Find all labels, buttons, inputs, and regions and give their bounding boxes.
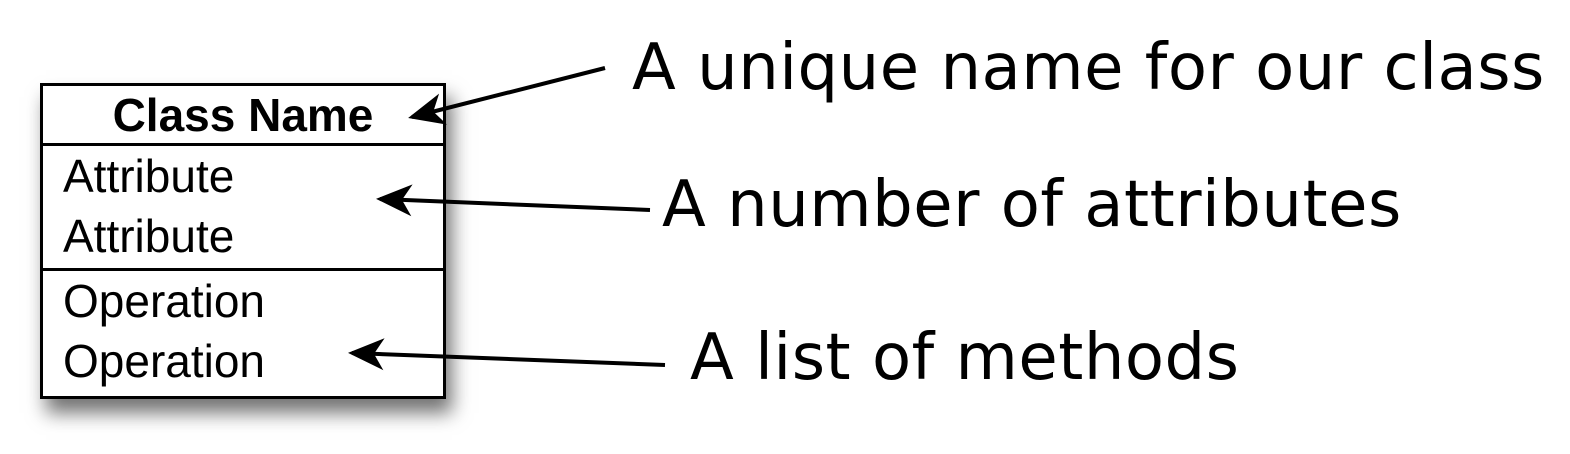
attributes-annotation: A number of attributes xyxy=(662,168,1402,242)
class-name-annotation: A unique name for our class xyxy=(632,31,1545,105)
operation-label-2: Operation xyxy=(63,335,266,387)
operation-label-1: Operation xyxy=(63,275,266,327)
operations-compartment: Operation Operation xyxy=(43,271,443,396)
attribute-label-2: Attribute xyxy=(63,210,235,262)
class-name-label: Class Name xyxy=(112,89,374,141)
uml-class-box: Class Name Attribute Attribute Operation… xyxy=(40,83,446,399)
class-name-compartment: Class Name xyxy=(43,86,443,146)
attribute-label-1: Attribute xyxy=(63,150,235,202)
methods-annotation: A list of methods xyxy=(690,321,1240,395)
attributes-compartment: Attribute Attribute xyxy=(43,146,443,271)
